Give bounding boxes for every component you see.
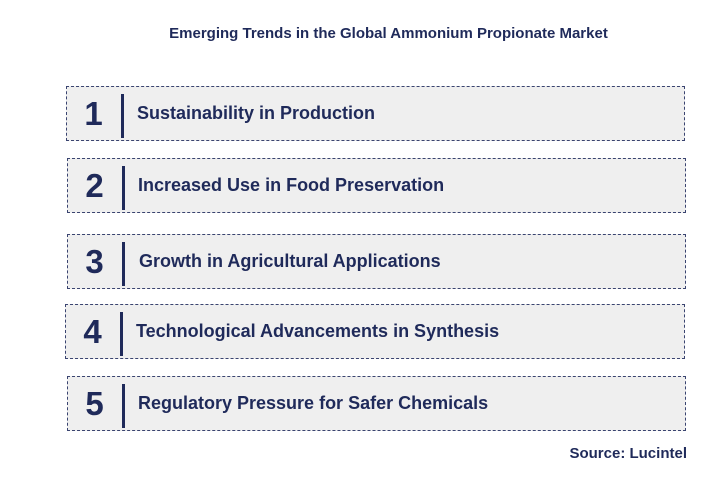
trend-row-4: 4 Technological Advancements in Synthesi… [65, 304, 685, 359]
trend-label: Increased Use in Food Preservation [138, 175, 445, 195]
trend-label: Growth in Agricultural Applications [139, 251, 441, 271]
diagram-title: Emerging Trends in the Global Ammonium P… [169, 25, 608, 42]
trend-number: 3 [85, 242, 104, 280]
trend-label: Technological Advancements in Synthesis [136, 321, 500, 341]
trend-label: Sustainability in Production [137, 103, 376, 123]
trend-row-2: 2 Increased Use in Food Preservation [67, 158, 686, 213]
source-credit: Source: Lucintel [569, 445, 687, 462]
trend-number: 4 [83, 312, 102, 350]
divider-bar [122, 384, 125, 428]
trend-number: 5 [85, 384, 104, 422]
divider-bar [122, 242, 125, 286]
divider-bar [122, 166, 125, 210]
trend-label: Regulatory Pressure for Safer Chemicals [138, 393, 489, 413]
trend-number: 2 [85, 166, 104, 204]
trend-number: 1 [84, 94, 103, 132]
divider-bar [121, 94, 124, 138]
trend-row-3: 3 Growth in Agricultural Applications [67, 234, 686, 289]
trend-row-1: 1 Sustainability in Production [66, 86, 685, 141]
divider-bar [120, 312, 123, 356]
trend-row-5: 5 Regulatory Pressure for Safer Chemical… [67, 376, 686, 431]
